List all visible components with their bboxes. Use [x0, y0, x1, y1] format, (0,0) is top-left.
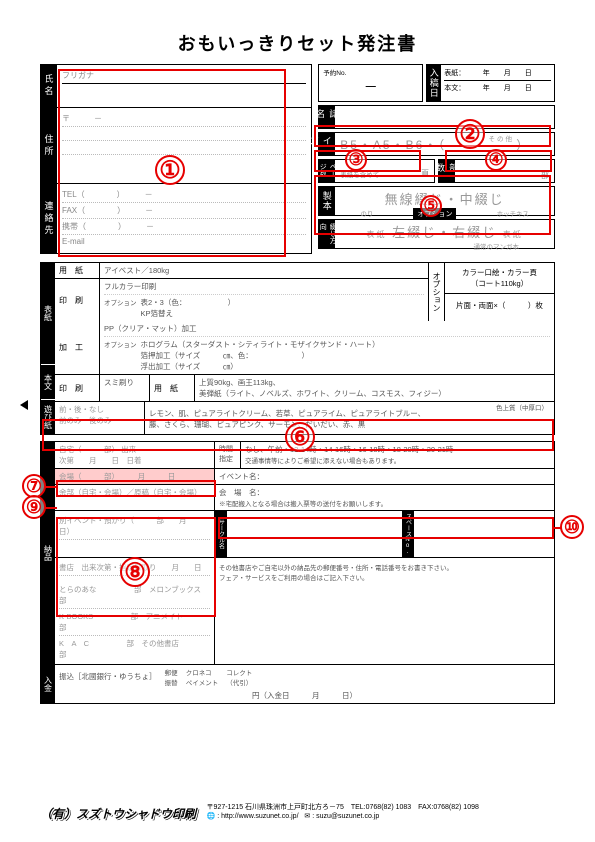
cover-paper-lbl: 用 紙 — [55, 263, 100, 278]
marker-6: ⑥ — [285, 422, 315, 452]
busuu-label: 部数 — [439, 160, 455, 182]
color-option[interactable]: カラー口絵・カラー頁 （コート110kg） — [445, 263, 554, 294]
magname-field[interactable] — [335, 106, 554, 128]
mail-icon: ✉ — [304, 813, 310, 820]
option-vlabel: オプション — [428, 263, 444, 321]
space-label: スペースNo. — [402, 511, 414, 557]
email-field[interactable]: E-mail — [62, 235, 306, 249]
kbooks-field[interactable]: K-BOOKS 部 アニメイト 部 — [59, 609, 210, 636]
body-section: 本文 — [41, 364, 55, 399]
marker-5: ⑤ — [420, 195, 442, 217]
time-lbl: 時間 指定 — [215, 442, 241, 468]
yubin[interactable]: 郵便 振替 — [165, 667, 178, 687]
pages-hint: 表紙を含めて — [340, 169, 379, 179]
address-label: 住所 — [41, 108, 57, 183]
cover-printopt-lbl: オプション — [104, 297, 137, 319]
delivery-label: 納品 — [41, 442, 55, 664]
marker-3: ③ — [345, 149, 367, 171]
contact-label: 連絡先 — [41, 184, 57, 253]
cover-print: フルカラー印刷 — [104, 281, 424, 295]
postal-field[interactable]: 〒 － — [62, 111, 306, 127]
yoyaku-label: 予約No. — [323, 67, 418, 77]
dir-right[interactable]: 右綴じ — [452, 225, 497, 240]
venue-name-field[interactable]: 会 場 名： — [219, 488, 264, 497]
address-field-1[interactable] — [62, 127, 306, 141]
cover-proc: PP（クリア・マット）加工 — [104, 323, 550, 337]
binding-label: 製本 — [319, 187, 335, 215]
event-field[interactable]: イベント名： — [215, 469, 554, 484]
asobi-pos[interactable]: 前・後・なし 前のみ・後のみ — [55, 402, 145, 434]
kuroneko[interactable]: クロネコ ペイメント — [186, 667, 219, 687]
mobile-field[interactable]: 携帯（ ） － — [62, 219, 306, 235]
tel-field[interactable]: TEL（ ） － — [62, 187, 306, 203]
bank-options[interactable]: 振込［北國銀行・ゆうちょ］ — [59, 672, 157, 681]
other-event[interactable]: 別イベント・預かり（ 部 月 日） — [59, 513, 210, 540]
time-note: 交通事情等によりご希望に添えない場合もあります。 — [245, 455, 550, 465]
name-field[interactable] — [62, 84, 306, 106]
kac-field[interactable]: K A C 部 その他書店 部 — [59, 636, 210, 662]
proc-opt: ホログラム（スターダスト・シティライト・モザイクサンド・ハート） 箔押加工（サイ… — [141, 339, 380, 372]
marker-9: ⑨ — [22, 495, 46, 519]
venue-note: ※宅配搬入となる場合は搬入票等の送付をお願いします。 — [219, 498, 550, 508]
asobi-colors: レモン、肌、ピュアライトクリーム、若草、ピュアライム、ピュアライトブルー、 藤、… — [149, 404, 550, 430]
name-label: 氏名 — [41, 65, 57, 107]
furigana-field[interactable]: フリガナ — [62, 68, 306, 84]
body-print: スミ刷り — [100, 375, 150, 401]
marker-1: ① — [155, 155, 185, 185]
marker-10: ⑩ — [560, 515, 584, 539]
footer-addr: 〒927-1215 石川県珠洲市上戸町北方ろ－75 TEL:0768(82) 1… — [207, 804, 479, 811]
manga-note: 通常のマンガ本 — [340, 241, 549, 251]
body-paper-lbl: 用 紙 — [150, 375, 195, 401]
body-print-lbl: 印 刷 — [55, 375, 100, 401]
amount-field[interactable]: 円（入金日 月 日） — [59, 690, 550, 701]
marker-8: ⑧ — [120, 557, 150, 587]
proc-opt-lbl: オプション — [104, 339, 137, 372]
size-other: その他 — [489, 133, 515, 143]
yoyaku-dash: － — [323, 77, 418, 97]
home-delivery[interactable]: 自宅（ 部） 出来 次第 月 日 日着 — [55, 442, 215, 468]
asobi-hint: 色上質（中厚口） — [496, 402, 548, 412]
fax-field[interactable]: FAX（ ） － — [62, 203, 306, 219]
venue-delivery[interactable]: 会場（ 部） 月 日 — [55, 469, 215, 484]
pages-label: ページ数 — [319, 160, 335, 182]
asobi-section: 遊び紙 — [41, 399, 55, 434]
payment-label: 入金 — [41, 665, 55, 703]
marker-4: ④ — [485, 149, 507, 171]
binding-naka[interactable]: 中綴じ — [460, 192, 505, 207]
body-paper: 上質90kg、画王113kg、 美弾紙（ライト、ノベルズ、ホワイト、クリーム、コ… — [195, 375, 554, 401]
footer-mail: suzu@suzunet.co.jp — [316, 813, 379, 820]
cover-date[interactable]: 表紙： 年 月 日 — [444, 66, 551, 81]
body-date[interactable]: 本文： 年 月 日 — [444, 81, 551, 95]
cover-paper: アイベスト／180kg — [100, 263, 428, 278]
globe-icon: 🌐 — [207, 813, 216, 820]
nyuko-label: 入稿日 — [427, 65, 441, 101]
company-name: （有）スズトウシャドウ印刷 — [40, 805, 196, 822]
collect[interactable]: コレクト （代引） — [226, 667, 252, 687]
arrow-left-icon — [20, 400, 28, 410]
side-option[interactable]: 片面・両面×（ ）枚 — [445, 294, 554, 317]
circle-field[interactable] — [227, 511, 402, 557]
footer-url: http://www.suzunet.co.jp/ — [221, 813, 298, 820]
delivery-note: その他書店やご自宅以外の納品先の郵便番号・住所・電話番号をお書き下さい。 フェア… — [215, 558, 554, 664]
direction-label: 綴じ方向 — [319, 220, 335, 248]
cover-printopt: 表2・3（色： ） KP箔替え — [141, 297, 236, 319]
dir-left[interactable]: 左綴じ — [392, 225, 437, 240]
page-title: おもいっきりセット発注書 — [40, 30, 555, 56]
size-label: サイズ — [319, 133, 335, 155]
address-field-2[interactable] — [62, 141, 306, 155]
cover-section: 表紙 — [41, 263, 55, 364]
yobun-field[interactable]: 余部（自宅・会場）／原稿（自宅・会場） — [55, 485, 215, 510]
cover-proc-lbl: 加 工 — [55, 321, 100, 374]
space-field[interactable] — [414, 511, 554, 557]
magname-label: 誌名 — [319, 106, 335, 128]
pages-unit: 頁 — [421, 168, 429, 179]
marker-2: ② — [455, 119, 485, 149]
circle-label: サークル名 — [215, 511, 227, 557]
cover-print-lbl: 印 刷 — [55, 279, 100, 321]
